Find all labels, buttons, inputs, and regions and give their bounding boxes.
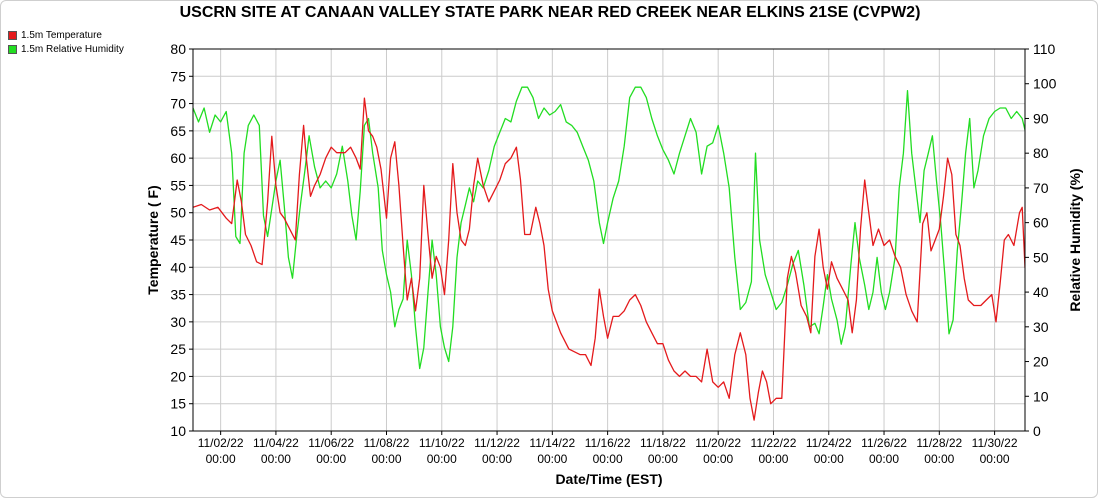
y-left-tick-label: 75 [170, 68, 186, 84]
x-axis-ticks: 11/02/22 00:00 11/04/22 00:00 11/06/22 00:00 1… [198, 431, 1018, 466]
x-tick-label-date: 11/18/22 [640, 436, 686, 450]
y-left-tick-label: 80 [170, 41, 186, 57]
y-right-tick-label: 20 [1033, 354, 1049, 370]
x-tick-label-time: 00:00 [980, 452, 1010, 466]
x-tick-label-time: 00:00 [537, 452, 567, 466]
x-tick-label-date: 11/04/22 [253, 436, 299, 450]
series-layer [193, 86, 1025, 421]
y-left-tick-label: 15 [170, 396, 186, 412]
x-tick-label-time: 00:00 [869, 452, 899, 466]
x-tick-label-time: 00:00 [427, 452, 457, 466]
x-tick-label-time: 00:00 [206, 452, 236, 466]
grid [193, 48, 1025, 432]
x-tick-label-date: 11/22/22 [751, 436, 797, 450]
x-tick-label-time: 00:00 [316, 452, 346, 466]
x-tick-label-time: 00:00 [814, 452, 844, 466]
x-tick-label-time: 00:00 [593, 452, 623, 466]
x-tick-label-date: 11/16/22 [585, 436, 631, 450]
y-right-tick-label: 50 [1033, 249, 1049, 265]
y-left-tick-label: 10 [170, 423, 186, 439]
legend-swatch-temperature [8, 30, 17, 40]
y-right-tick-label: 70 [1033, 180, 1049, 196]
x-tick-label-time: 00:00 [261, 452, 291, 466]
legend-item-humidity[interactable]: 1.5m Relative Humidity [8, 42, 124, 56]
series-line-humidity [193, 86, 1025, 370]
x-tick-label-date: 11/24/22 [806, 436, 852, 450]
x-tick-label-time: 00:00 [758, 452, 788, 466]
x-tick-label-date: 11/02/22 [198, 436, 244, 450]
y-left-tick-label: 55 [170, 177, 186, 193]
x-tick-label-time: 00:00 [482, 452, 512, 466]
y-right-tick-label: 30 [1033, 319, 1049, 335]
x-tick-label-date: 11/20/22 [695, 436, 741, 450]
legend-item-temperature[interactable]: 1.5m Temperature [8, 28, 124, 42]
y-left-tick-label: 70 [170, 96, 186, 112]
y-left-tick-label: 30 [170, 314, 186, 330]
x-tick-label-date: 11/28/22 [916, 436, 962, 450]
y-left-tick-label: 35 [170, 287, 186, 303]
y-left-tick-label: 20 [170, 368, 186, 384]
y-axis-left-title: Temperature ( F) [145, 185, 161, 294]
y-left-tick-label: 40 [170, 259, 186, 275]
y-left-tick-label: 25 [170, 341, 186, 357]
x-tick-label-date: 11/14/22 [529, 436, 575, 450]
y-left-tick-label: 50 [170, 205, 186, 221]
x-tick-label-time: 00:00 [703, 452, 733, 466]
x-tick-label-date: 11/08/22 [364, 436, 410, 450]
left-axis-ticks: 10 15 20 25 30 35 40 45 50 55 60 65 70 75 80 [170, 41, 193, 439]
x-axis-title: Date/Time (EST) [555, 471, 662, 487]
y-left-tick-label: 65 [170, 123, 186, 139]
x-tick-label-date: 11/12/22 [474, 436, 520, 450]
y-axis-right-title: Relative Humidity (%) [1067, 168, 1083, 311]
y-right-tick-label: 40 [1033, 284, 1049, 300]
x-tick-label-time: 00:00 [648, 452, 678, 466]
x-tick-label-date: 11/06/22 [308, 436, 354, 450]
y-left-tick-label: 60 [170, 150, 186, 166]
y-right-tick-label: 60 [1033, 215, 1049, 231]
y-right-tick-label: 80 [1033, 145, 1049, 161]
chart-title: USCRN SITE AT CANAAN VALLEY STATE PARK N… [179, 4, 921, 21]
x-tick-label-date: 11/30/22 [972, 436, 1018, 450]
right-axis-ticks: 0 10 20 30 40 50 60 70 80 90 100 110 [1025, 41, 1057, 439]
y-right-tick-label: 90 [1033, 110, 1049, 126]
y-right-tick-label: 10 [1033, 388, 1049, 404]
series-line-temperature [193, 97, 1025, 421]
legend-label-temperature: 1.5m Temperature [21, 29, 102, 41]
x-tick-label-date: 11/10/22 [419, 436, 465, 450]
x-tick-label-time: 00:00 [371, 452, 401, 466]
y-left-tick-label: 45 [170, 232, 186, 248]
legend-swatch-humidity [8, 44, 17, 54]
legend-label-humidity: 1.5m Relative Humidity [21, 43, 124, 55]
y-right-tick-label: 100 [1033, 76, 1057, 92]
legend: 1.5m Temperature 1.5m Relative Humidity [8, 28, 124, 56]
x-tick-label-time: 00:00 [924, 452, 954, 466]
x-tick-label-date: 11/26/22 [861, 436, 907, 450]
y-right-tick-label: 0 [1033, 423, 1041, 439]
y-right-tick-label: 110 [1033, 41, 1056, 57]
